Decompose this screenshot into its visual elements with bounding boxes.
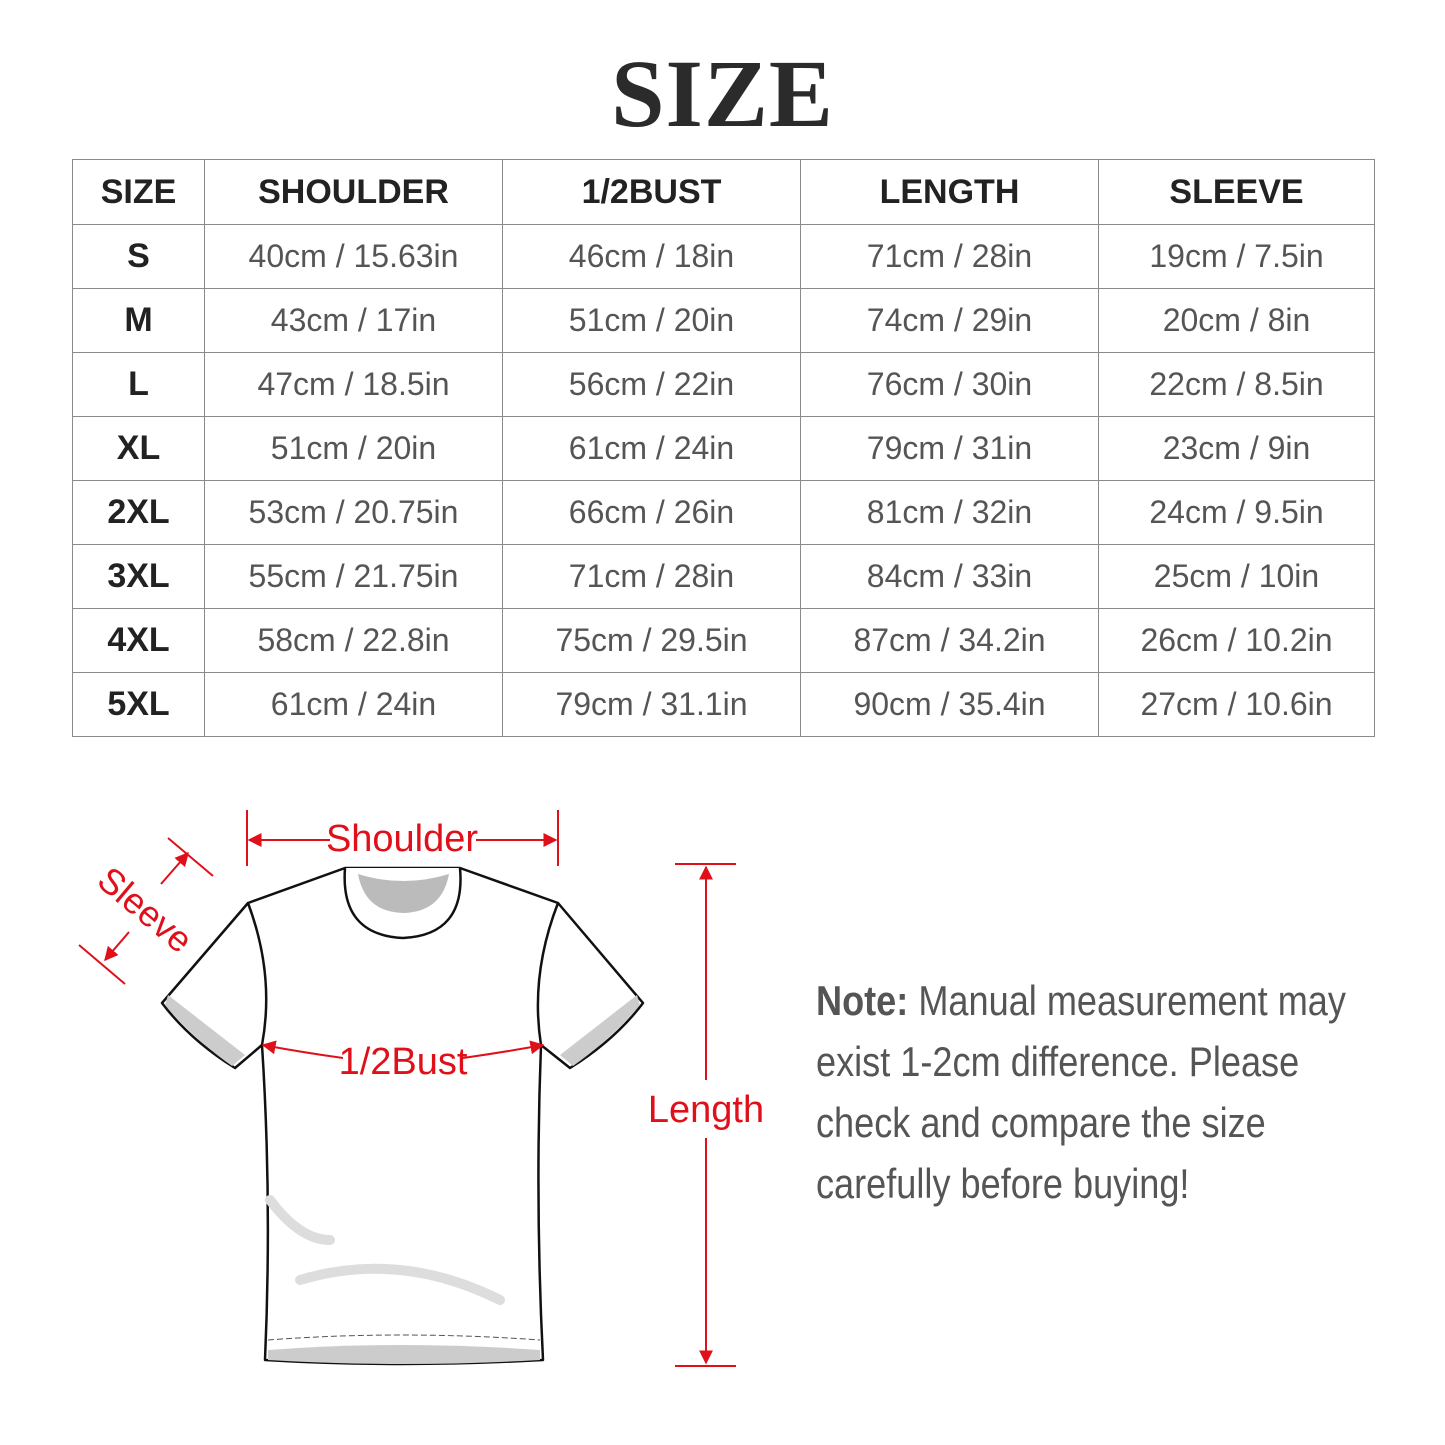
tshirt-diagram: Shoulder Sleeve 1/2Bust Length [78,810,764,1367]
table-row: M 43cm / 17in 51cm / 20in 74cm / 29in 20cm /… [72,288,1375,353]
sleeve-cell: 27cm / 10.6in [1098,672,1375,737]
size-cell: L [72,352,205,417]
note-label: Note: [816,977,909,1024]
tshirt-icon [160,866,645,1366]
shoulder-cell: 53cm / 20.75in [204,480,503,545]
table-row: 2XL 53cm / 20.75in 66cm / 26in 81cm / 32in 2… [72,480,1375,545]
bust-cell: 79cm / 31.1in [502,672,801,737]
sleeve-cell: 23cm / 9in [1098,416,1375,481]
size-cell: 3XL [72,544,205,609]
size-cell: XL [72,416,205,481]
sleeve-measure: Sleeve [78,837,214,985]
header-length: LENGTH [800,159,1099,225]
length-cell: 71cm / 28in [800,224,1099,289]
page-title: SIZE [611,40,834,147]
shoulder-cell: 43cm / 17in [204,288,503,353]
length-cell: 79cm / 31in [800,416,1099,481]
bust-measure: 1/2Bust [261,1040,545,1083]
header-sleeve: SLEEVE [1098,159,1375,225]
header-shoulder: SHOULDER [204,159,503,225]
sleeve-cell: 20cm / 8in [1098,288,1375,353]
length-cell: 84cm / 33in [800,544,1099,609]
bust-cell: 46cm / 18in [502,224,801,289]
table-row: L 47cm / 18.5in 56cm / 22in 76cm / 30in 22cm… [72,352,1375,417]
size-cell: 4XL [72,608,205,673]
length-cell: 74cm / 29in [800,288,1099,353]
table-row: S 40cm / 15.63in 46cm / 18in 71cm / 28in 19c… [72,224,1375,289]
note-text: Note: Manual measurement may exist 1-2cm… [816,970,1366,1214]
sleeve-cell: 19cm / 7.5in [1098,224,1375,289]
length-cell: 87cm / 34.2in [800,608,1099,673]
sleeve-cell: 25cm / 10in [1098,544,1375,609]
shoulder-cell: 55cm / 21.75in [204,544,503,609]
length-cell: 76cm / 30in [800,352,1099,417]
shoulder-cell: 47cm / 18.5in [204,352,503,417]
bust-cell: 71cm / 28in [502,544,801,609]
sleeve-label: Sleeve [90,859,201,961]
length-cell: 90cm / 35.4in [800,672,1099,737]
bust-cell: 75cm / 29.5in [502,608,801,673]
shoulder-cell: 40cm / 15.63in [204,224,503,289]
size-cell: S [72,224,205,289]
shoulder-measure: Shoulder [246,810,559,866]
length-cell: 81cm / 32in [800,480,1099,545]
size-cell: 5XL [72,672,205,737]
shoulder-cell: 51cm / 20in [204,416,503,481]
bust-cell: 66cm / 26in [502,480,801,545]
table-row: 3XL 55cm / 21.75in 71cm / 28in 84cm / 33in 2… [72,544,1375,609]
shoulder-cell: 61cm / 24in [204,672,503,737]
bust-label: 1/2Bust [339,1041,468,1083]
size-table: SIZE SHOULDER 1/2BUST LENGTH SLEEVE S 40c… [72,159,1375,737]
bust-cell: 61cm / 24in [502,416,801,481]
table-header-row: SIZE SHOULDER 1/2BUST LENGTH SLEEVE [72,159,1375,225]
sleeve-cell: 22cm / 8.5in [1098,352,1375,417]
bust-cell: 51cm / 20in [502,288,801,353]
header-bust: 1/2BUST [502,159,801,225]
header-size: SIZE [72,159,205,225]
table-row: 5XL 61cm / 24in 79cm / 31.1in 90cm / 35.4in… [72,672,1375,737]
size-cell: 2XL [72,480,205,545]
table-row: XL 51cm / 20in 61cm / 24in 79cm / 31in 23cm … [72,416,1375,481]
note-body: Manual measurement may exist 1-2cm diffe… [816,977,1346,1207]
sleeve-cell: 24cm / 9.5in [1098,480,1375,545]
shoulder-label: Shoulder [326,818,478,860]
shoulder-cell: 58cm / 22.8in [204,608,503,673]
size-cell: M [72,288,205,353]
bust-cell: 56cm / 22in [502,352,801,417]
length-label: Length [648,1089,764,1131]
sleeve-cell: 26cm / 10.2in [1098,608,1375,673]
table-row: 4XL 58cm / 22.8in 75cm / 29.5in 87cm / 34.2… [72,608,1375,673]
length-measure: Length [648,863,764,1367]
